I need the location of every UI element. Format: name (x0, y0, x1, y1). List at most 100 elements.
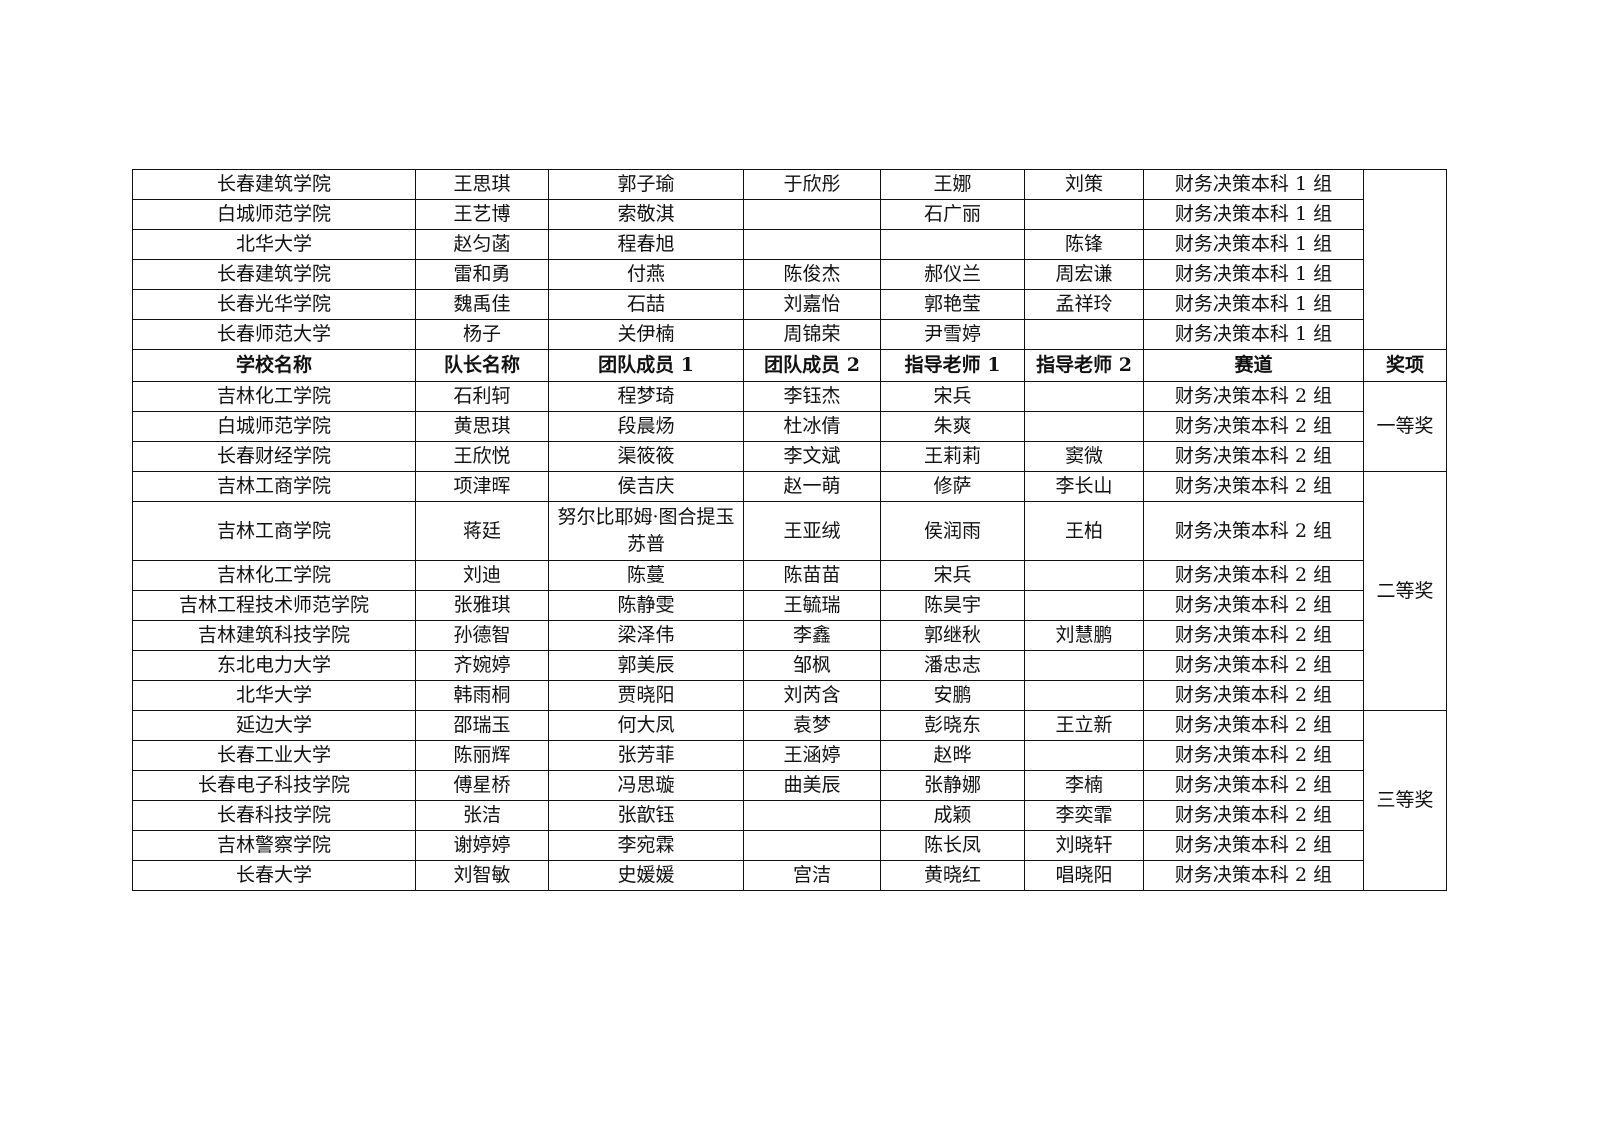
header-advisor-2: 指导老师 2 (1024, 349, 1144, 382)
cell-member-2: 赵一萌 (743, 471, 881, 502)
cell-advisor-1: 安鹏 (880, 680, 1025, 711)
cell-advisor-2: 窦微 (1024, 441, 1144, 472)
cell-captain: 黄思琪 (415, 411, 549, 442)
cell-captain: 齐婉婷 (415, 650, 549, 681)
cell-captain: 赵匀菡 (415, 229, 549, 260)
cell-advisor-1: 陈昊宇 (880, 590, 1025, 621)
cell-advisor-2: 刘晓轩 (1024, 830, 1144, 861)
cell-member-1: 陈静雯 (548, 590, 744, 621)
table-row: 白城师范学院 黄思琪 段晨炀 杜冰倩 朱爽 财务决策本科 2 组 (132, 411, 1447, 442)
cell-member-1: 张歆钰 (548, 800, 744, 831)
cell-captain: 刘迪 (415, 560, 549, 591)
cell-captain: 刘智敏 (415, 860, 549, 891)
table-row: 长春电子科技学院 傅星桥 冯思璇 曲美辰 张静娜 李楠 财务决策本科 2 组 (132, 770, 1447, 801)
cell-school: 吉林警察学院 (132, 830, 416, 861)
cell-track: 财务决策本科 2 组 (1143, 590, 1364, 621)
table-row: 延边大学 邵瑞玉 何大凤 袁梦 彭晓东 王立新 财务决策本科 2 组三等奖 (132, 710, 1447, 891)
cell-captain: 陈丽辉 (415, 740, 549, 771)
cell-track: 财务决策本科 1 组 (1143, 259, 1364, 290)
cell-member-2: 王亚绒 (743, 501, 881, 561)
table-row: 长春建筑学院 王思琪 郭子瑜 于欣彤 王娜 刘策 财务决策本科 1 组 (132, 169, 1447, 350)
cell-school: 吉林工商学院 (132, 501, 416, 561)
cell-advisor-2: 唱晓阳 (1024, 860, 1144, 891)
cell-member-1: 郭子瑜 (548, 169, 744, 200)
cell-track: 财务决策本科 2 组 (1143, 560, 1364, 591)
table-row: 长春建筑学院 雷和勇 付燕 陈俊杰 郝仪兰 周宏谦 财务决策本科 1 组 (132, 259, 1447, 290)
cell-captain: 魏禹佳 (415, 289, 549, 320)
cell-advisor-2 (1024, 590, 1144, 621)
cell-school: 长春科技学院 (132, 800, 416, 831)
cell-advisor-2: 王柏 (1024, 501, 1144, 561)
cell-captain: 邵瑞玉 (415, 710, 549, 741)
cell-school: 东北电力大学 (132, 650, 416, 681)
cell-school: 长春电子科技学院 (132, 770, 416, 801)
cell-track: 财务决策本科 2 组 (1143, 411, 1364, 442)
cell-track: 财务决策本科 2 组 (1143, 501, 1364, 561)
cell-advisor-1: 彭晓东 (880, 710, 1025, 741)
cell-advisor-1: 陈长凤 (880, 830, 1025, 861)
header-award: 奖项 (1363, 349, 1447, 382)
cell-member-1: 张芳菲 (548, 740, 744, 771)
table-row: 白城师范学院 王艺博 索敬淇 石广丽 财务决策本科 1 组 (132, 199, 1447, 230)
cell-school: 吉林工商学院 (132, 471, 416, 502)
cell-member-1: 索敬淇 (548, 199, 744, 230)
cell-advisor-2: 王立新 (1024, 710, 1144, 741)
cell-captain: 孙德智 (415, 620, 549, 651)
cell-advisor-2: 刘慧鹏 (1024, 620, 1144, 651)
cell-school: 长春建筑学院 (132, 169, 416, 200)
cell-captain: 杨子 (415, 319, 549, 350)
cell-advisor-2: 周宏谦 (1024, 259, 1144, 290)
cell-advisor-2: 李楠 (1024, 770, 1144, 801)
cell-member-2: 邹枫 (743, 650, 881, 681)
cell-track: 财务决策本科 2 组 (1143, 620, 1364, 651)
cell-advisor-2 (1024, 319, 1144, 350)
cell-member-2: 李鑫 (743, 620, 881, 651)
cell-track: 财务决策本科 2 组 (1143, 680, 1364, 711)
cell-member-2: 杜冰倩 (743, 411, 881, 442)
cell-captain: 石利轲 (415, 381, 549, 412)
cell-member-2: 李文斌 (743, 441, 881, 472)
cell-member-1: 史媛媛 (548, 860, 744, 891)
cell-advisor-2 (1024, 199, 1144, 230)
cell-advisor-1: 王娜 (880, 169, 1025, 200)
cell-member-1: 石喆 (548, 289, 744, 320)
cell-school: 吉林化工学院 (132, 381, 416, 412)
cell-member-1: 关伊楠 (548, 319, 744, 350)
table-row: 长春财经学院 王欣悦 渠筱筱 李文斌 王莉莉 窦微 财务决策本科 2 组 (132, 441, 1447, 472)
cell-member-1: 付燕 (548, 259, 744, 290)
cell-track: 财务决策本科 1 组 (1143, 229, 1364, 260)
cell-advisor-2: 孟祥玲 (1024, 289, 1144, 320)
cell-school: 长春师范大学 (132, 319, 416, 350)
cell-member-1: 努尔比耶姆·图合提玉苏普 (548, 501, 744, 561)
cell-captain: 张雅琪 (415, 590, 549, 621)
cell-advisor-1: 尹雪婷 (880, 319, 1025, 350)
cell-school: 延边大学 (132, 710, 416, 741)
cell-school: 白城师范学院 (132, 411, 416, 442)
cell-advisor-1: 黄晓红 (880, 860, 1025, 891)
table-row: 吉林工程技术师范学院 张雅琪 陈静雯 王毓瑞 陈昊宇 财务决策本科 2 组 (132, 590, 1447, 621)
results-table: 长春建筑学院 王思琪 郭子瑜 于欣彤 王娜 刘策 财务决策本科 1 组白城师范学院 王艺博 索敬… (132, 169, 1447, 891)
cell-track: 财务决策本科 2 组 (1143, 830, 1364, 861)
cell-track: 财务决策本科 2 组 (1143, 740, 1364, 771)
cell-track: 财务决策本科 1 组 (1143, 289, 1364, 320)
cell-member-2 (743, 229, 881, 260)
cell-member-2: 刘芮含 (743, 680, 881, 711)
header-captain: 队长名称 (415, 349, 549, 382)
cell-captain: 王欣悦 (415, 441, 549, 472)
cell-track: 财务决策本科 1 组 (1143, 199, 1364, 230)
cell-advisor-2 (1024, 560, 1144, 591)
cell-member-1: 郭美辰 (548, 650, 744, 681)
cell-advisor-2 (1024, 680, 1144, 711)
cell-school: 长春工业大学 (132, 740, 416, 771)
table-row: 北华大学 韩雨桐 贾晓阳 刘芮含 安鹏 财务决策本科 2 组 (132, 680, 1447, 711)
cell-track: 财务决策本科 1 组 (1143, 169, 1364, 200)
cell-advisor-1: 张静娜 (880, 770, 1025, 801)
header-member-1: 团队成员 1 (548, 349, 744, 382)
cell-captain: 傅星桥 (415, 770, 549, 801)
cell-member-1: 侯吉庆 (548, 471, 744, 502)
cell-advisor-1: 郭艳莹 (880, 289, 1025, 320)
header-member-2: 团队成员 2 (743, 349, 881, 382)
cell-track: 财务决策本科 2 组 (1143, 471, 1364, 502)
cell-captain: 王艺博 (415, 199, 549, 230)
cell-advisor-2 (1024, 381, 1144, 412)
